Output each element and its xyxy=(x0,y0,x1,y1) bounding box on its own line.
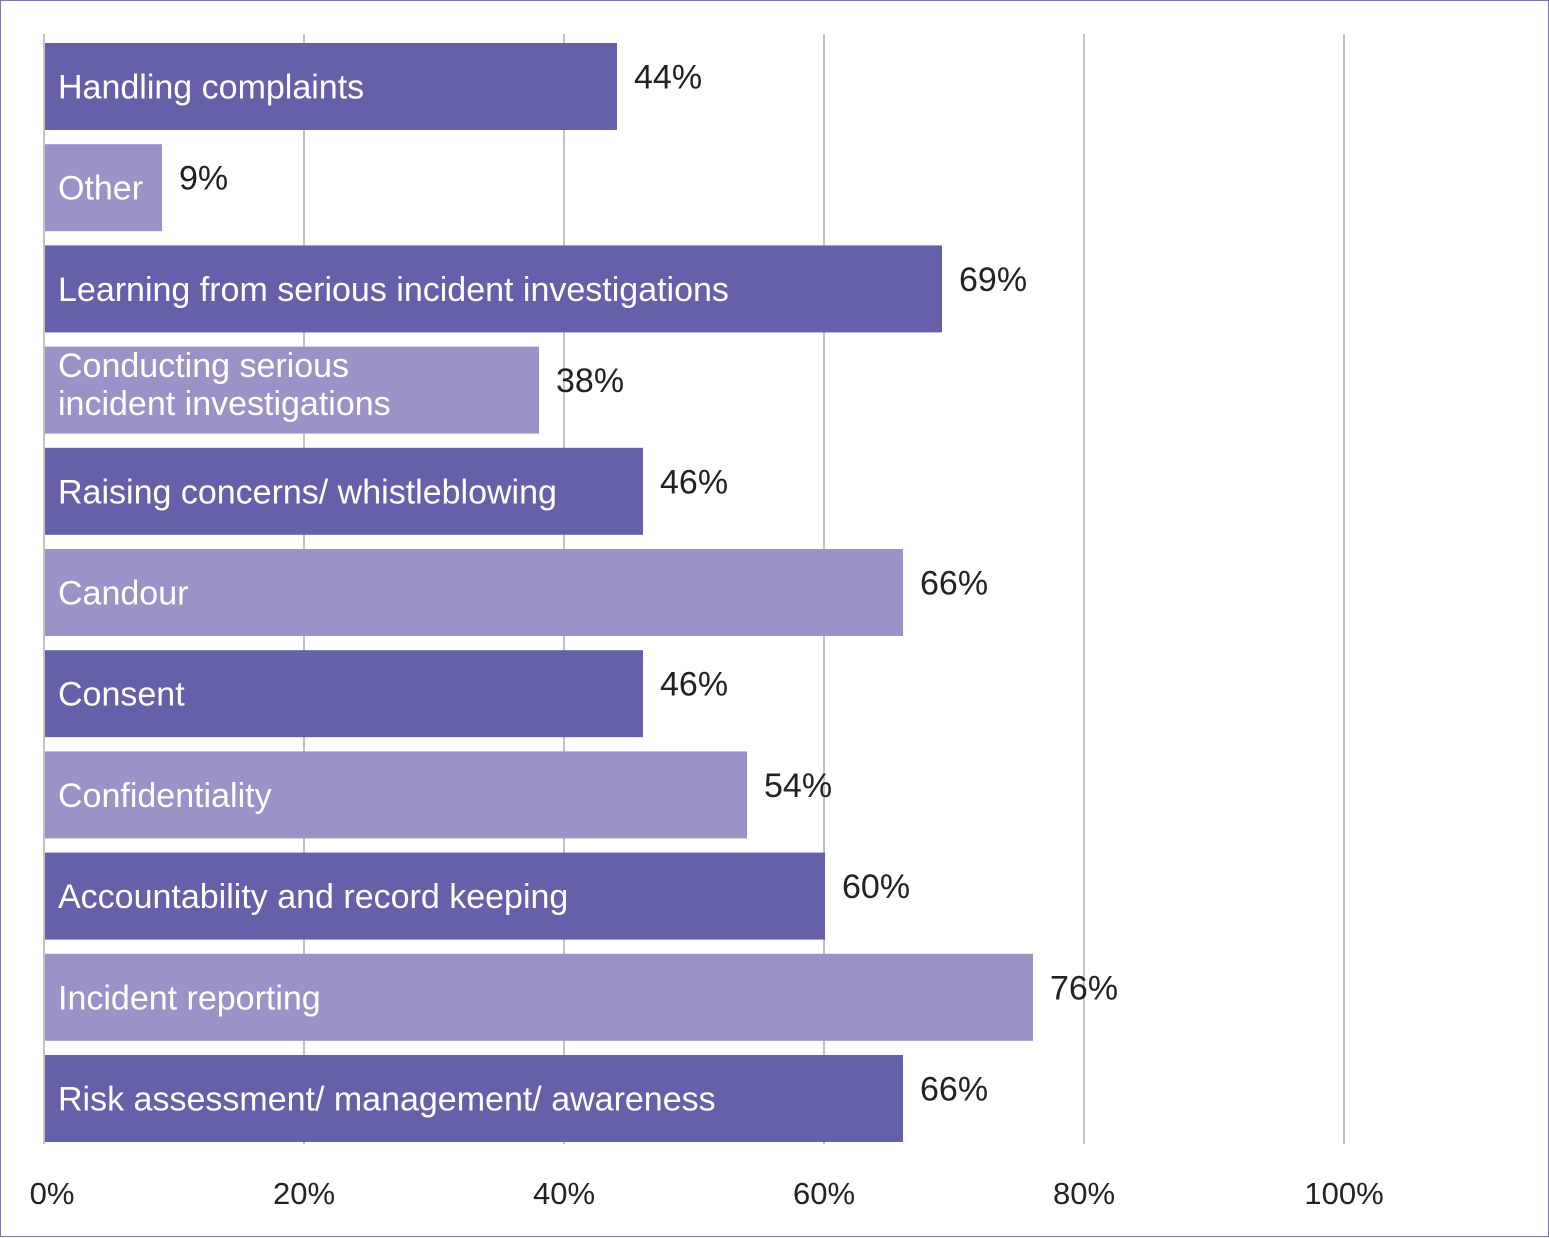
value-label: 76% xyxy=(1050,969,1118,1007)
category-label: Incident reporting xyxy=(58,979,321,1017)
bar xyxy=(45,144,162,232)
x-tick-label: 100% xyxy=(1304,1176,1383,1211)
value-label: 60% xyxy=(842,868,910,906)
bar xyxy=(45,1055,903,1142)
value-label: 44% xyxy=(634,59,702,97)
bar xyxy=(45,245,942,333)
x-tick-label: 0% xyxy=(30,1176,75,1211)
value-label: 66% xyxy=(920,1071,988,1109)
value-label: 46% xyxy=(660,666,728,704)
bar xyxy=(45,346,539,434)
category-label: Handling complaints xyxy=(58,69,364,107)
value-label: 38% xyxy=(556,362,624,400)
bar xyxy=(45,43,617,130)
bar xyxy=(45,751,747,839)
x-tick-label: 20% xyxy=(273,1176,335,1211)
category-label: Candour xyxy=(58,575,188,613)
category-label: Raising concerns/ whistleblowing xyxy=(58,473,557,511)
x-tick-label: 80% xyxy=(1053,1176,1115,1211)
value-label: 9% xyxy=(179,160,228,198)
category-label: Other xyxy=(58,170,143,208)
category-label: Risk assessment/ management/ awareness xyxy=(58,1081,716,1119)
category-label: Conducting serious xyxy=(58,347,349,385)
value-label: 66% xyxy=(920,565,988,603)
x-tick-label: 40% xyxy=(533,1176,595,1211)
bar xyxy=(45,953,1033,1041)
bar xyxy=(45,650,643,738)
value-label: 69% xyxy=(959,261,1027,299)
category-label: Learning from serious incident investiga… xyxy=(58,271,729,309)
x-tick-label: 60% xyxy=(793,1176,855,1211)
category-label: incident investigations xyxy=(58,385,391,423)
bar xyxy=(45,549,903,636)
value-label: 46% xyxy=(660,463,728,501)
category-label: Confidentiality xyxy=(58,777,272,815)
category-label: Consent xyxy=(58,676,185,714)
bar xyxy=(45,852,825,940)
bar xyxy=(45,447,643,535)
category-label: Accountability and record keeping xyxy=(58,878,568,916)
value-label: 54% xyxy=(764,767,832,805)
